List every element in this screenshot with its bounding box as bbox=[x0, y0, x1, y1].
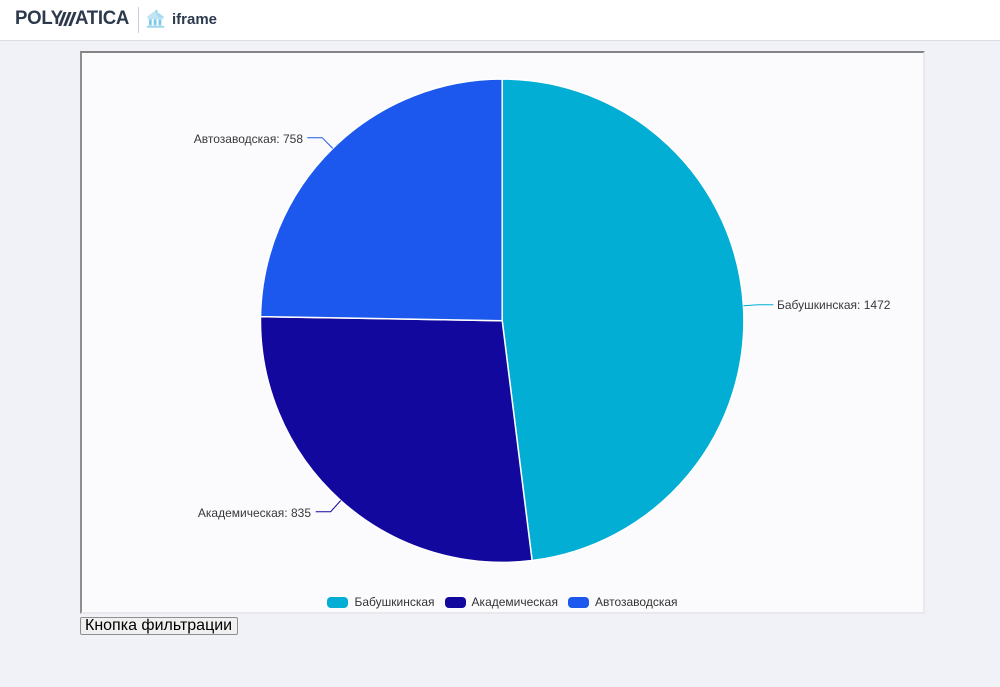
svg-text:Автозаводская: 758: Автозаводская: 758 bbox=[194, 132, 304, 146]
svg-text:Академическая: 835: Академическая: 835 bbox=[198, 506, 311, 520]
svg-text:Бабушкинская: 1472: Бабушкинская: 1472 bbox=[777, 298, 891, 312]
